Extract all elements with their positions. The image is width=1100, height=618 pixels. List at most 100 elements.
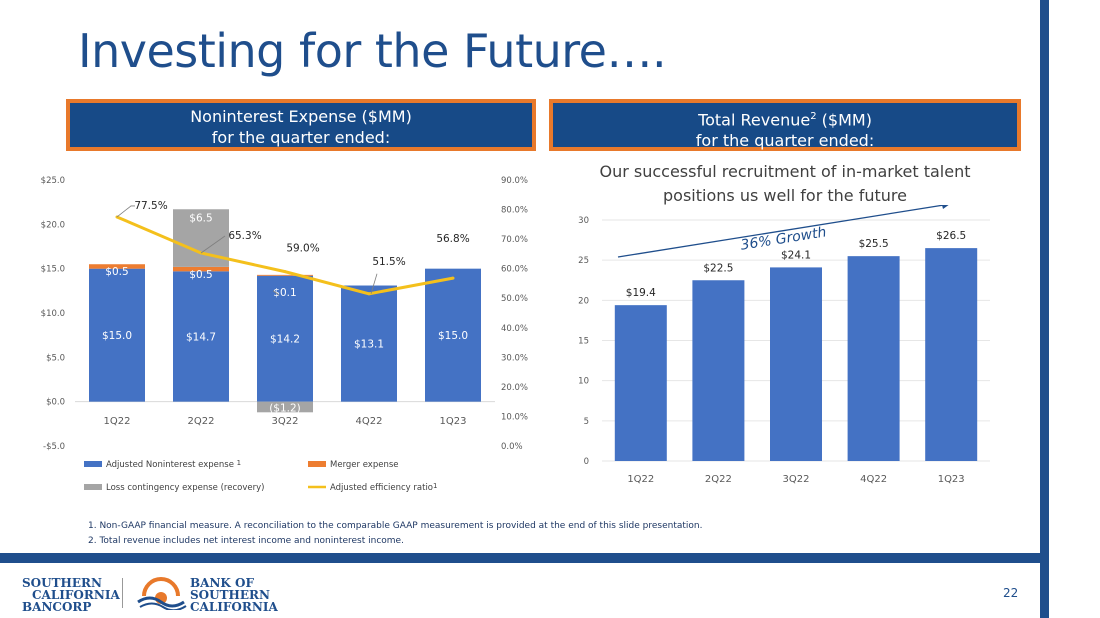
right-chart-subtitle: Our successful recruitment of in-market … — [599, 162, 971, 205]
efficiency-point — [283, 270, 287, 274]
left-header-line1: Noninterest Expense ($MM) — [190, 107, 412, 126]
left-header-line2: for the quarter ended: — [211, 128, 391, 147]
y2-tick-label: 70.0% — [501, 235, 528, 245]
slide-title: Investing for the Future…. — [78, 24, 667, 78]
bank-sun-wave-icon — [137, 577, 187, 610]
revenue-bar — [614, 305, 667, 461]
growth-arrow — [617, 205, 945, 258]
x-tick-label: 3Q22 — [272, 416, 299, 427]
leader-line — [370, 273, 378, 294]
x-tick-label: 1Q23 — [440, 416, 467, 427]
efficiency-data-label: 65.3% — [228, 230, 261, 242]
legend-swatch-loss-contingency — [84, 484, 102, 490]
southern-california-bancorp-logo: SOUTHERN CALIFORNIA BANCORP — [22, 576, 120, 614]
bar-segment — [89, 264, 145, 269]
y-tick-label: $5.0 — [46, 353, 65, 363]
total-revenue-chart: 0 5 10 15 20 25 30 1Q22 2Q22 3Q22 4Q22 1Q23 $19.4 $2… — [578, 205, 990, 485]
bar-segment — [257, 401, 313, 413]
bar-data-label: ($1.2) — [269, 402, 301, 414]
y-tick-label: $20.0 — [41, 220, 65, 230]
bar-data-label: $15.0 — [102, 330, 132, 342]
y-tick-label: 25 — [578, 256, 589, 266]
bar-segment — [257, 274, 313, 276]
revenue-data-label: $25.5 — [859, 238, 889, 250]
bar-segment — [173, 266, 229, 272]
right-header-line2: for the quarter ended: — [695, 131, 875, 151]
x-tick-label: 1Q22 — [627, 474, 654, 485]
revenue-bar — [692, 280, 745, 461]
bar-data-label: $0.5 — [189, 269, 212, 281]
y2-tick-label: 90.0% — [501, 176, 528, 186]
bottom-accent-bar — [0, 553, 1049, 563]
leader-line — [272, 290, 280, 296]
efficiency-data-label: 51.5% — [372, 256, 405, 268]
y2-tick-label: 0.0% — [501, 442, 523, 452]
revenue-data-label: $22.5 — [703, 262, 733, 274]
bar-data-label: $14.2 — [270, 334, 300, 346]
y-tick-label: 20 — [578, 296, 589, 306]
page-number: 22 — [1003, 586, 1019, 600]
logo-divider — [122, 578, 123, 608]
bar-data-label: $13.1 — [354, 339, 384, 351]
bar-data-label: $0.5 — [105, 266, 128, 278]
y2-tick-label: 80.0% — [501, 206, 528, 216]
bar-data-label: $6.5 — [189, 212, 212, 224]
x-tick-label: 3Q22 — [783, 474, 810, 485]
efficiency-data-label: 77.5% — [134, 200, 167, 212]
efficiency-data-label: 59.0% — [286, 243, 319, 255]
bank-of-southern-california-logo: BANK OF SOUTHERN CALIFORNIA — [190, 576, 278, 614]
left-chart-header: Noninterest Expense ($MM) for the quarte… — [66, 99, 536, 151]
y2-tick-label: 60.0% — [501, 265, 528, 275]
y2-tick-label: 30.0% — [501, 353, 528, 363]
legend-label-adjusted-expense: Adjusted Noninterest expense 1 — [106, 459, 241, 470]
revenue-data-label: $19.4 — [626, 287, 656, 299]
y-tick-label: $15.0 — [41, 265, 65, 275]
footnote-1: 1. Non-GAAP financial measure. A reconci… — [88, 521, 703, 531]
bar-data-label: $14.7 — [186, 331, 216, 343]
y-tick-label: $0.0 — [46, 398, 65, 408]
right-header-line1: Total Revenue2 ($MM) — [698, 110, 872, 130]
x-tick-label: 2Q22 — [705, 474, 732, 485]
y-tick-label: 15 — [578, 337, 589, 347]
y-tick-label: $25.0 — [41, 176, 65, 186]
x-tick-label: 1Q22 — [104, 416, 131, 427]
noninterest-expense-chart: -$5.0 $0.0 $5.0 $10.0 $15.0 $20.0 $25.0 0.0% 10.… — [41, 176, 528, 493]
leader-line — [116, 205, 135, 218]
bar-segment — [341, 285, 397, 402]
legend-label-loss-contingency: Loss contingency expense (recovery) — [106, 483, 264, 493]
revenue-data-label: $26.5 — [936, 230, 966, 242]
bar-segment — [173, 271, 229, 402]
y-tick-label: -$5.0 — [43, 442, 65, 452]
y2-tick-label: 40.0% — [501, 324, 528, 334]
efficiency-data-label: 56.8% — [436, 233, 469, 245]
efficiency-point — [367, 292, 371, 296]
right-accent-bar — [1040, 0, 1049, 618]
y-tick-label: 5 — [584, 417, 589, 427]
bar-data-label: $0.1 — [273, 287, 296, 299]
footnote-2: 2. Total revenue includes net interest i… — [88, 536, 404, 546]
bar-segment — [89, 268, 145, 402]
legend-label-efficiency: Adjusted efficiency ratio1 — [330, 482, 437, 493]
y-tick-label: 0 — [584, 457, 589, 467]
bar-segment — [425, 268, 481, 402]
bar-segment — [257, 275, 313, 402]
legend-label-merger: Merger expense — [330, 460, 399, 470]
revenue-bar — [925, 248, 978, 461]
y-tick-label: $10.0 — [41, 309, 65, 319]
bar-data-label: $15.0 — [438, 330, 468, 342]
x-tick-label: 1Q23 — [938, 474, 965, 485]
revenue-bar — [847, 256, 900, 461]
x-tick-label: 4Q22 — [860, 474, 887, 485]
y-tick-label: 30 — [578, 216, 589, 226]
efficiency-point — [451, 276, 455, 280]
legend-swatch-merger — [308, 461, 326, 467]
right-chart-header: Total Revenue2 ($MM) for the quarter end… — [549, 99, 1021, 151]
y-tick-label: 10 — [578, 377, 589, 387]
y2-tick-label: 50.0% — [501, 294, 528, 304]
revenue-data-label: $24.1 — [781, 249, 811, 261]
x-tick-label: 4Q22 — [356, 416, 383, 427]
leader-line — [200, 235, 226, 254]
growth-arrowhead — [942, 205, 949, 209]
legend-swatch-adjusted-expense — [84, 461, 102, 467]
y2-tick-label: 20.0% — [501, 383, 528, 393]
